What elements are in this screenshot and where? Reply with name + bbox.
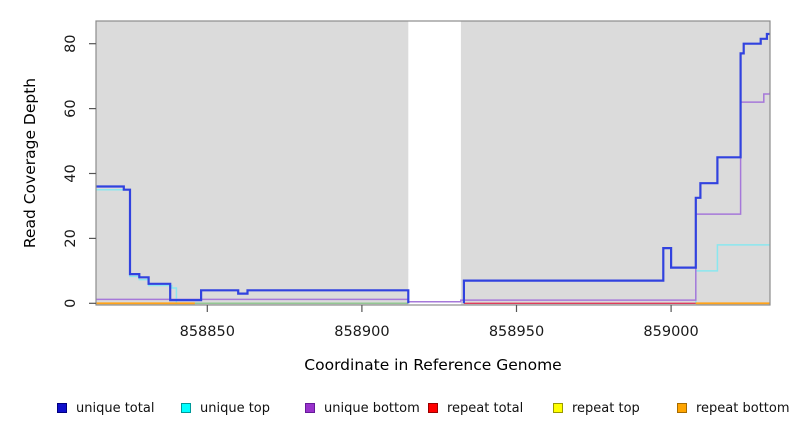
legend-swatch-unique-bottom [305, 403, 315, 413]
legend-item-repeat-bottom: repeat bottom [677, 399, 790, 417]
coverage-plot: 858850 858900 858950 859000 0 20 40 60 80 [63, 20, 771, 340]
plot-legend: unique total unique top unique bottom repea… [0, 399, 792, 423]
legend-item-repeat-total: repeat total [428, 399, 523, 417]
series-unique-total-line [96, 185, 410, 304]
x-tick-label: 859000 [643, 324, 698, 340]
y-tick-label: 80 [63, 34, 79, 52]
x-axis-title: Coordinate in Reference Genome [304, 356, 562, 374]
y-tick-label: 0 [63, 299, 79, 308]
y-tick-label: 60 [63, 99, 79, 117]
legend-label-unique-total: unique total [76, 400, 155, 416]
y-tick-label: 40 [63, 164, 79, 182]
x-tick-label: 858950 [489, 324, 544, 340]
legend-item-repeat-top: repeat top [553, 399, 640, 417]
legend-label-repeat-top: repeat top [572, 400, 640, 416]
legend-label-unique-bottom: unique bottom [324, 400, 420, 416]
masked-region [408, 21, 461, 305]
legend-swatch-unique-top [181, 403, 191, 413]
legend-swatch-repeat-total [428, 403, 438, 413]
legend-swatch-unique-total [57, 403, 67, 413]
plot-border [95, 20, 771, 306]
y-axis-title: Read Coverage Depth [21, 77, 39, 249]
legend-label-unique-top: unique top [200, 400, 271, 416]
legend-item-unique-bottom: unique bottom [305, 399, 420, 417]
legend-label-repeat-bottom: repeat bottom [696, 400, 790, 416]
x-tick-label: 858900 [334, 324, 389, 340]
legend-label-repeat-total: repeat total [447, 400, 524, 416]
y-tick-label: 20 [63, 229, 79, 247]
legend-item-unique-top: unique top [181, 399, 270, 417]
series-unique-total-line [462, 32, 770, 304]
legend-swatch-repeat-bottom [677, 403, 687, 413]
legend-swatch-repeat-top [553, 403, 563, 413]
x-tick-label: 858850 [180, 324, 235, 340]
legend-item-unique-total: unique total [57, 399, 154, 417]
